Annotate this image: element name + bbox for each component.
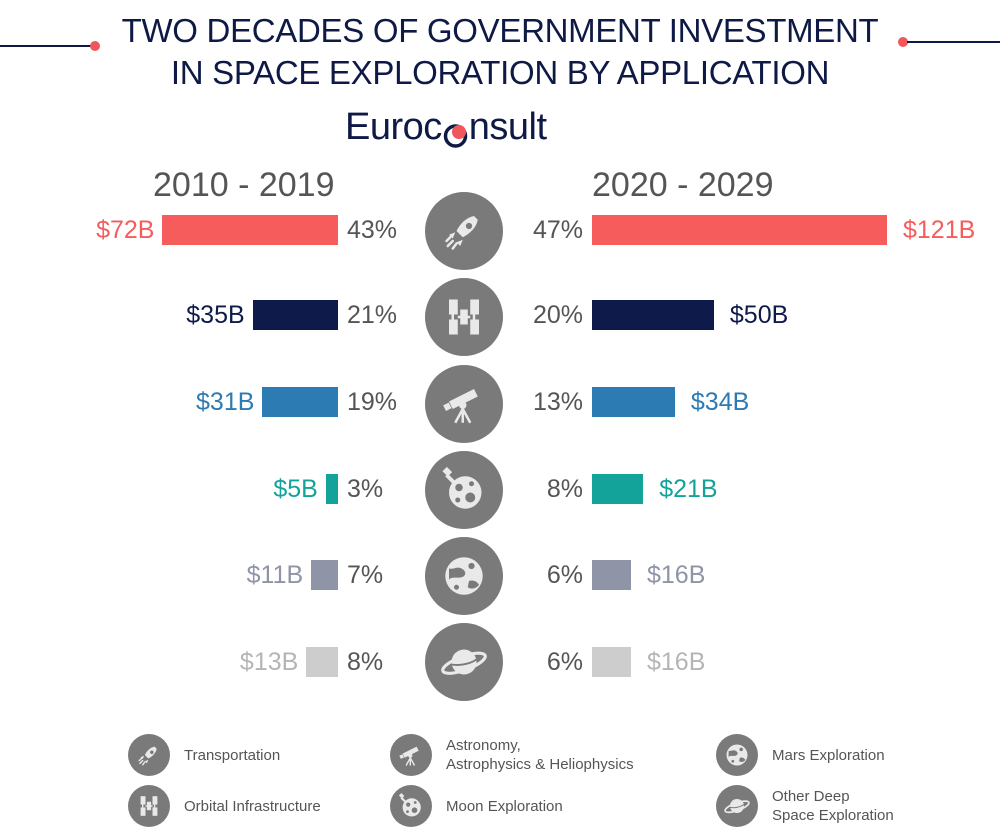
bar-mars-exploration-2010-2019 — [311, 560, 338, 590]
category-other-deep-space-exploration-badge — [425, 623, 503, 701]
rocket-icon — [439, 206, 489, 256]
logo-text-part1: Euroc — [345, 106, 442, 148]
category-orbital-infrastructure-badge — [425, 278, 503, 356]
mars-icon — [439, 551, 489, 601]
saturn-icon — [439, 637, 489, 687]
percent-label-mars-exploration-2010-2019: 7% — [347, 561, 384, 589]
value-label-orbital-infrastructure-2020-2029: $50B — [729, 301, 789, 329]
title-rule-left — [0, 45, 92, 47]
space-station-icon — [439, 292, 489, 342]
percent-label-transportation-2010-2019: 43% — [347, 216, 398, 244]
value-label-moon-exploration-2010-2019: $5B — [273, 475, 318, 503]
bar-other-deep-space-exploration-2020-2029 — [592, 647, 631, 677]
legend-label: Other Deep Space Exploration — [772, 788, 894, 824]
value-label-transportation-2020-2029: $121B — [903, 216, 976, 244]
legend-saturn-icon — [716, 785, 758, 827]
value-label-orbital-infrastructure-2010-2019: $35B — [186, 301, 245, 329]
legend-label: Transportation — [184, 746, 281, 764]
bar-moon-exploration-2020-2029 — [592, 474, 644, 504]
euroconsult-logo: Euroc nsult — [345, 106, 547, 149]
value-label-other-deep-space-exploration-2010-2019: $13B — [239, 648, 299, 676]
chart-title: TWO DECADES OF GOVERNMENT INVESTMENT IN … — [100, 10, 900, 94]
chart-title-line2: IN SPACE EXPLORATION BY APPLICATION — [170, 54, 830, 91]
legend-label: Moon Exploration — [446, 797, 563, 815]
percent-label-orbital-infrastructure-2010-2019: 21% — [347, 301, 398, 329]
percent-label-other-deep-space-exploration-2020-2029: 6% — [546, 648, 583, 676]
period-label-left: 2010 - 2019 — [153, 166, 335, 204]
percent-label-moon-exploration-2020-2029: 8% — [546, 475, 583, 503]
logo-text-part2: nsult — [468, 106, 547, 148]
percent-label-transportation-2020-2029: 47% — [532, 216, 583, 244]
legend-item-transportation: Transportation — [128, 734, 280, 776]
legend-space-station-icon — [128, 785, 170, 827]
logo-o-icon — [443, 115, 468, 148]
category-transportation-badge — [425, 192, 503, 270]
legend-item-moon-exploration: Moon Exploration — [390, 785, 563, 827]
value-label-transportation-2010-2019: $72B — [96, 216, 155, 244]
title-rule-right — [907, 41, 1000, 43]
percent-label-moon-exploration-2010-2019: 3% — [347, 475, 384, 503]
moon-icon — [439, 465, 489, 515]
bar-moon-exploration-2010-2019 — [325, 474, 338, 504]
value-label-moon-exploration-2020-2029: $21B — [659, 475, 718, 503]
bar-transportation-2020-2029 — [592, 215, 887, 245]
category-mars-exploration-badge — [425, 537, 503, 615]
period-label-right: 2020 - 2029 — [592, 166, 774, 204]
legend-mars-icon — [716, 734, 758, 776]
category-astronomy-badge — [425, 365, 503, 443]
chart-title-line1: TWO DECADES OF GOVERNMENT INVESTMENT — [121, 12, 879, 49]
value-label-astronomy-2010-2019: $31B — [196, 388, 255, 416]
legend-item-mars-exploration: Mars Exploration — [716, 734, 885, 776]
legend-item-astronomy: Astronomy, Astrophysics & Heliophysics — [390, 734, 634, 776]
value-label-mars-exploration-2020-2029: $16B — [647, 561, 706, 589]
legend-item-other-deep-space-exploration: Other Deep Space Exploration — [716, 785, 894, 827]
bar-mars-exploration-2020-2029 — [592, 560, 631, 590]
bar-astronomy-2010-2019 — [262, 387, 338, 417]
telescope-icon — [439, 379, 489, 429]
legend-item-orbital-infrastructure: Orbital Infrastructure — [128, 785, 321, 827]
legend-rocket-icon — [128, 734, 170, 776]
legend-label: Orbital Infrastructure — [184, 797, 321, 815]
legend-label: Astronomy, Astrophysics & Heliophysics — [446, 737, 634, 773]
percent-label-astronomy-2020-2029: 13% — [532, 388, 583, 416]
legend-label: Mars Exploration — [772, 746, 885, 764]
bar-other-deep-space-exploration-2010-2019 — [306, 647, 338, 677]
legend-moon-icon — [390, 785, 432, 827]
percent-label-mars-exploration-2020-2029: 6% — [546, 561, 583, 589]
title-dot-right — [898, 37, 908, 47]
value-label-astronomy-2020-2029: $34B — [690, 388, 750, 416]
legend-telescope-icon — [390, 734, 432, 776]
percent-label-astronomy-2010-2019: 19% — [347, 388, 398, 416]
bar-transportation-2010-2019 — [162, 215, 338, 245]
value-label-other-deep-space-exploration-2020-2029: $16B — [647, 648, 706, 676]
bar-astronomy-2020-2029 — [592, 387, 675, 417]
percent-label-orbital-infrastructure-2020-2029: 20% — [532, 301, 583, 329]
bar-orbital-infrastructure-2010-2019 — [252, 300, 338, 330]
category-moon-exploration-badge — [425, 451, 503, 529]
percent-label-other-deep-space-exploration-2010-2019: 8% — [347, 648, 384, 676]
title-dot-left — [90, 41, 100, 51]
value-label-mars-exploration-2010-2019: $11B — [246, 561, 304, 589]
bar-orbital-infrastructure-2020-2029 — [592, 300, 714, 330]
